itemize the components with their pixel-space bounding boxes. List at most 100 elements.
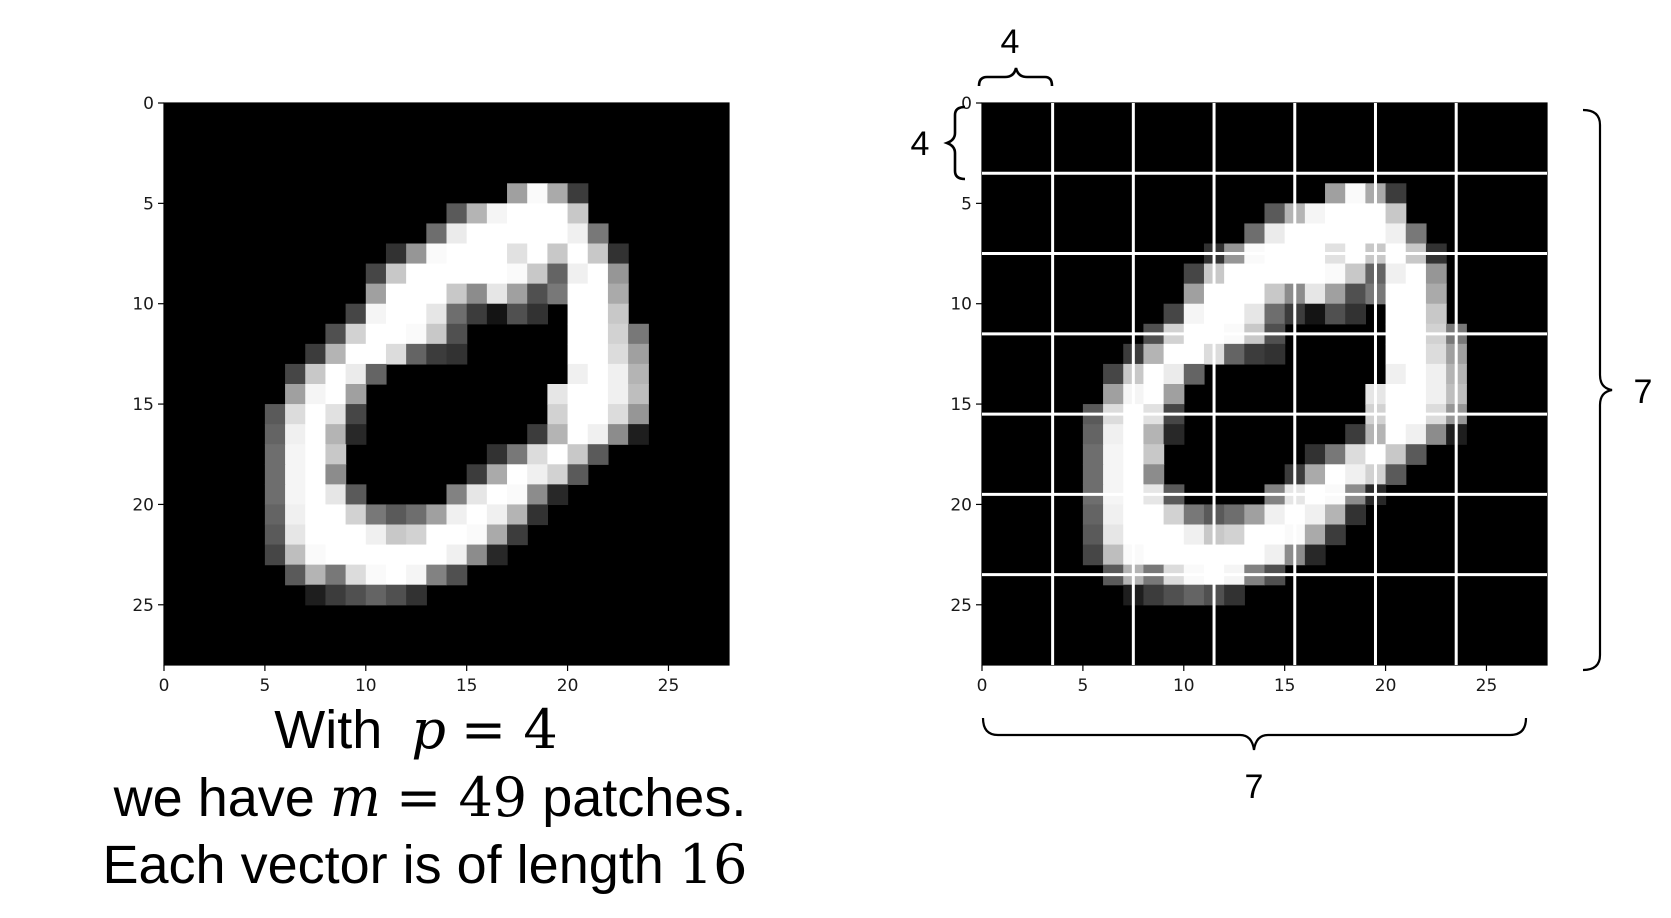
pixel	[587, 384, 609, 405]
pixel	[1405, 263, 1427, 285]
pixel	[385, 303, 407, 325]
caption-var-p: p	[411, 698, 446, 761]
pixel	[486, 484, 508, 506]
pixel	[446, 504, 468, 526]
pixel	[1345, 223, 1366, 245]
pixel	[446, 263, 468, 285]
pixel	[527, 203, 548, 225]
pixel	[1103, 464, 1124, 485]
pixel	[1385, 283, 1407, 305]
pixel	[1224, 504, 1245, 526]
caption-line-3: Each vector is of length 16	[102, 833, 747, 896]
pixel	[325, 504, 347, 526]
pixel	[607, 384, 629, 405]
caption-line-1-prefix: With	[274, 700, 382, 760]
pixel	[1183, 524, 1205, 546]
pixel	[527, 504, 548, 526]
pixel	[587, 404, 609, 425]
pixel	[385, 544, 407, 566]
pixel	[1103, 363, 1124, 385]
pixel	[486, 303, 508, 325]
pixel	[385, 243, 407, 265]
pixel	[547, 283, 569, 305]
pixel	[1385, 424, 1407, 445]
pixel	[1163, 544, 1185, 566]
pixel	[406, 343, 427, 365]
pixel	[305, 424, 327, 445]
pixel	[1345, 444, 1366, 465]
x-tick-label: 20	[1375, 676, 1397, 696]
pixel	[1163, 343, 1185, 365]
pixel	[1304, 464, 1326, 485]
pixel	[446, 243, 468, 265]
pixel	[325, 363, 347, 385]
pixel	[1425, 343, 1447, 365]
pixel	[1304, 203, 1326, 225]
pixel	[567, 203, 589, 225]
pixel	[365, 323, 387, 345]
pixel	[325, 323, 347, 345]
pixel	[1405, 424, 1427, 445]
pixel	[1163, 303, 1185, 325]
pixel	[1264, 544, 1286, 566]
pixel	[426, 544, 448, 566]
pixel	[305, 363, 327, 385]
pixel	[1163, 363, 1185, 385]
pixel	[1244, 544, 1266, 566]
pixel	[406, 524, 427, 546]
pixel	[264, 524, 286, 546]
pixel	[406, 263, 427, 285]
rows-count-brace	[1582, 108, 1613, 672]
pixel	[1082, 464, 1104, 485]
pixel	[1082, 424, 1104, 445]
pixel	[1224, 544, 1245, 566]
pixel	[1345, 464, 1366, 485]
pixel	[587, 343, 609, 365]
pixel	[567, 444, 589, 465]
pixel	[1103, 444, 1124, 465]
y-tick-label: 15	[950, 395, 972, 415]
pixel	[1264, 203, 1286, 225]
pixel	[547, 203, 569, 225]
pixel	[305, 544, 327, 566]
pixel	[466, 223, 488, 245]
pixel	[507, 524, 528, 546]
pixel	[385, 504, 407, 526]
pixel	[345, 323, 367, 345]
pixel	[1264, 283, 1286, 305]
pixel	[1385, 444, 1407, 465]
pixel	[365, 343, 387, 365]
pixel	[426, 223, 448, 245]
pixel	[1224, 303, 1245, 325]
pixel	[345, 544, 367, 566]
pixel	[345, 524, 367, 546]
pixel	[547, 464, 569, 485]
pixel	[285, 524, 306, 546]
pixel	[466, 504, 488, 526]
pixel	[628, 424, 649, 445]
y-tick-label: 25	[132, 596, 154, 616]
x-tick-label: 15	[456, 676, 478, 696]
pixel	[365, 303, 387, 325]
pixel	[305, 524, 327, 546]
pixel	[1425, 424, 1447, 445]
pixel	[365, 283, 387, 305]
pixel	[1264, 524, 1286, 546]
pixel	[285, 384, 306, 405]
pixel	[507, 183, 528, 204]
pixel	[507, 223, 528, 245]
patch-height-brace	[943, 105, 966, 181]
y-tick-label: 25	[950, 596, 972, 616]
pixel	[406, 283, 427, 305]
pixel	[567, 183, 589, 204]
pixel	[587, 263, 609, 285]
caption-line-3-prefix: Each vector is of length	[102, 835, 678, 895]
pixel	[406, 544, 427, 566]
pixel	[1405, 283, 1427, 305]
caption-line-2-suffix: patches.	[542, 768, 746, 828]
caption-line-2-prefix: we have	[113, 768, 330, 828]
pixel	[547, 484, 569, 506]
y-tick-label: 5	[143, 194, 154, 214]
pixel	[385, 263, 407, 285]
pixel	[1244, 303, 1266, 325]
